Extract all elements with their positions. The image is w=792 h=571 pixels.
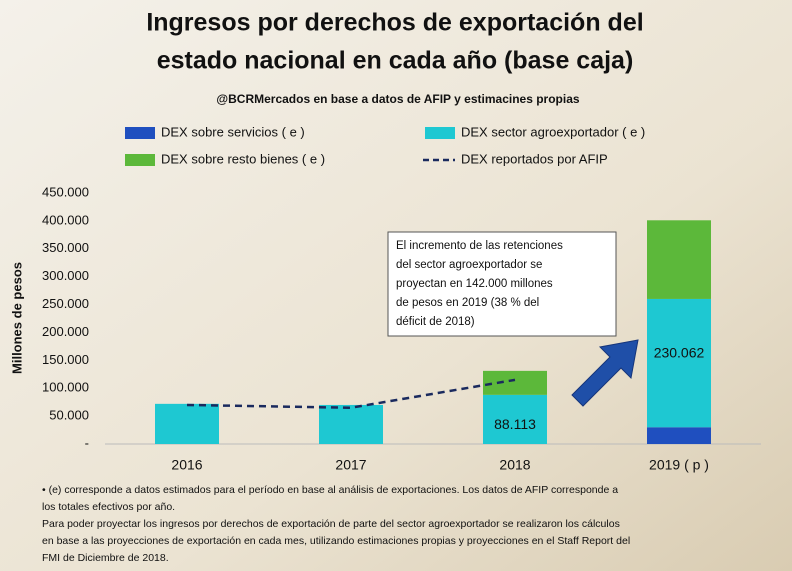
x-tick-label: 2018 (499, 457, 530, 473)
legend-swatch (125, 127, 155, 139)
annotation: déficit de 2018) (396, 316, 475, 328)
value-label: 88.113 (494, 416, 536, 432)
y-tick-label: 300.000 (42, 268, 89, 283)
arrow (571, 339, 639, 407)
footnote: Para poder proyectar los ingresos por de… (42, 518, 620, 530)
y-tick-label: - (85, 435, 89, 450)
chart-title: estado nacional en cada año (base caja) (157, 47, 634, 75)
x-tick-label: 2016 (171, 457, 202, 473)
legend-label: DEX sector agroexportador ( e ) (461, 124, 645, 139)
legend-label: DEX sobre resto bienes ( e ) (161, 151, 325, 166)
bar-segment (647, 220, 711, 299)
legend-swatch (425, 127, 455, 139)
bar-segment (483, 394, 547, 444)
y-tick-label: 250.000 (42, 296, 89, 311)
legend-swatch (125, 154, 155, 166)
footnote: en base a las proyecciones de exportació… (42, 535, 630, 547)
y-tick-label: 150.000 (42, 352, 89, 367)
bar-segment (647, 298, 711, 428)
annotation: del sector agroexportador se (396, 259, 542, 271)
footnote: FMI de Diciembre de 2018. (42, 552, 169, 564)
bar-segment (647, 427, 711, 444)
annotation: El incremento de las retenciones (396, 240, 563, 252)
y-tick-label: 50.000 (49, 408, 89, 423)
annotation: de pesos en 2019 (38 % del (396, 297, 539, 309)
y-tick-label: 400.000 (42, 212, 89, 227)
bar-segment (319, 404, 383, 444)
chart-title: Ingresos por derechos de exportación del (146, 9, 643, 37)
footnote: • (e) corresponde a datos estimados para… (42, 484, 618, 496)
legend-label: DEX reportados por AFIP (461, 151, 608, 166)
annotation-box (387, 231, 617, 337)
y-tick-label: 200.000 (42, 324, 89, 339)
y-tick-label: 350.000 (42, 240, 89, 255)
line (186, 378, 516, 409)
x-tick-label: 2019 ( p ) (649, 457, 709, 473)
y-tick-label: 100.000 (42, 380, 89, 395)
value-label: 230.062 (654, 345, 705, 361)
bar-segment (483, 370, 547, 395)
bar-segment (155, 403, 219, 444)
x-tick-label: 2017 (335, 457, 366, 473)
y-tick-label: 450.000 (42, 184, 89, 199)
y-axis-label: Millones de pesos (9, 262, 24, 374)
legend-label: DEX sobre servicios ( e ) (161, 124, 305, 139)
annotation: proyectan en 142.000 millones (396, 278, 553, 290)
footnote: los totales efectivos por año. (42, 501, 175, 513)
subtitle: @BCRMercados en base a datos de AFIP y e… (216, 92, 579, 106)
